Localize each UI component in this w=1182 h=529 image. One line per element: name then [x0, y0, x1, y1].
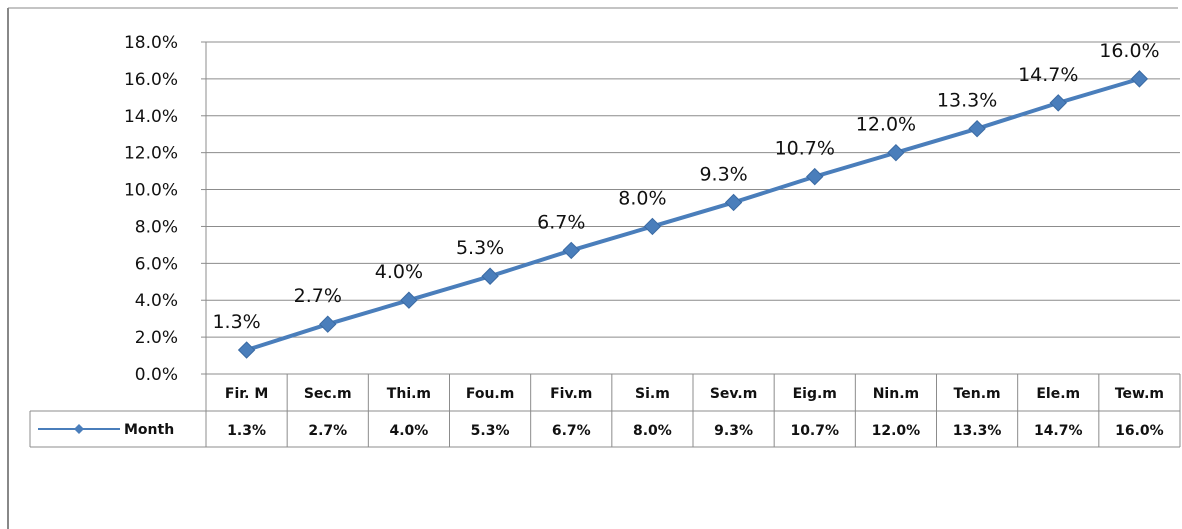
data-label: 16.0% — [1099, 40, 1159, 62]
x-category-label: Nin.m — [873, 386, 919, 402]
series-line — [245, 76, 1140, 352]
legend-label: Month — [124, 422, 174, 438]
x-category-label: Fir. M — [225, 386, 268, 402]
y-tick-label: 10.0% — [124, 181, 178, 201]
x-category-label: Tew.m — [1115, 386, 1164, 402]
chart-border — [7, 7, 1178, 529]
y-tick-label: 4.0% — [135, 291, 178, 311]
data-labels: 1.3% 2.7% 4.0% 5.3% 6.7% 8.0% 9.3% 10.7% 12.0% 13… — [212, 40, 1159, 333]
data-label: 2.7% — [294, 285, 342, 307]
data-label: 12.0% — [856, 114, 916, 136]
data-point — [643, 217, 662, 236]
data-point — [562, 241, 580, 260]
data-label: 5.3% — [456, 237, 504, 259]
table-cell-value: 6.7% — [552, 423, 591, 439]
data-label: 14.7% — [1018, 64, 1078, 86]
table-cell-value: 5.3% — [471, 423, 510, 439]
x-category-label: Ten.m — [954, 386, 1001, 402]
x-category-label: Thi.m — [387, 386, 431, 402]
data-point — [887, 143, 905, 162]
legend-marker — [74, 424, 84, 434]
y-tick-label: 0.0% — [135, 365, 178, 385]
table-cell-value: 9.3% — [714, 423, 753, 439]
data-table: Fir. M 1.3% Sec.m 2.7% Thi.m 4.0% Fou.m 5.3% Fiv… — [29, 373, 1181, 448]
x-category-label: Fou.m — [466, 386, 515, 402]
data-point — [1130, 70, 1149, 88]
y-tick-label: 6.0% — [135, 254, 178, 274]
x-category-label: Sec.m — [304, 386, 352, 402]
y-tick-label: 14.0% — [124, 107, 178, 127]
data-point — [237, 341, 256, 359]
table-cell-value: 12.0% — [872, 423, 921, 439]
y-tick-label: 18.0% — [124, 33, 178, 53]
data-point — [806, 167, 824, 186]
table-cell-value: 4.0% — [390, 423, 429, 439]
gridlines — [201, 41, 1180, 375]
data-label: 1.3% — [212, 311, 260, 333]
x-category-label: Sev.m — [710, 386, 757, 402]
data-label: 9.3% — [699, 163, 747, 185]
table-cell-value: 10.7% — [790, 423, 839, 439]
data-label: 8.0% — [618, 187, 666, 209]
data-point — [400, 291, 418, 309]
data-label: 4.0% — [375, 261, 423, 283]
series-month — [237, 70, 1149, 359]
data-point — [1049, 94, 1067, 112]
x-category-label: Eig.m — [793, 386, 837, 402]
table-cell-value: 14.7% — [1034, 423, 1083, 439]
table-cell-value: 2.7% — [308, 423, 347, 439]
y-tick-label: 12.0% — [124, 144, 178, 164]
y-tick-label: 2.0% — [135, 328, 178, 348]
data-point — [968, 119, 986, 138]
y-tick-label: 16.0% — [124, 70, 178, 90]
y-tick-label: 8.0% — [135, 217, 178, 237]
table-cell-value: 13.3% — [953, 423, 1002, 439]
y-axis-ticks: 0.0% 2.0% 4.0% 6.0% 8.0% 10.0% 12.0% 14.0% 16.0%… — [124, 33, 178, 385]
data-point — [319, 315, 337, 333]
table-cell-value: 1.3% — [227, 423, 266, 439]
table-cell-value: 16.0% — [1115, 423, 1164, 439]
data-label: 10.7% — [775, 138, 835, 160]
x-category-label: Ele.m — [1036, 386, 1080, 402]
x-category-label: Si.m — [635, 386, 670, 402]
data-point — [481, 267, 499, 285]
data-label: 6.7% — [537, 211, 585, 233]
data-label: 13.3% — [937, 90, 997, 112]
x-category-label: Fiv.m — [550, 386, 592, 402]
data-point — [724, 193, 743, 212]
table-cell-value: 8.0% — [633, 423, 672, 439]
